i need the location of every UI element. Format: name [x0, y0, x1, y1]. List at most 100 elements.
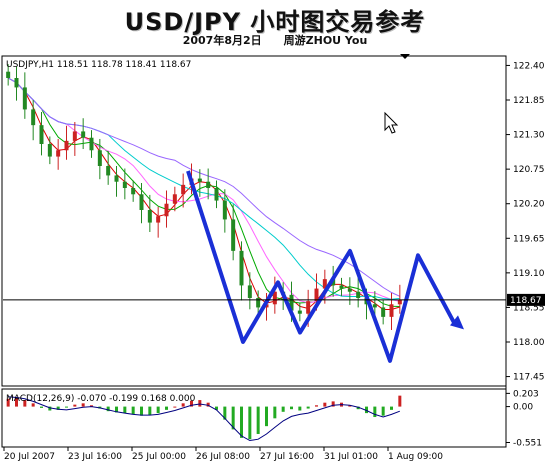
candle: [97, 138, 102, 180]
macd-bar: [40, 406, 43, 408]
forecast-zigzag-line: [186, 170, 457, 363]
macd-bar: [131, 406, 135, 415]
macd-bar: [315, 405, 318, 407]
candle: [131, 180, 136, 202]
chart-title: USD/JPY 小时图交易参考: [124, 8, 426, 36]
macd-bar: [206, 402, 210, 407]
candle: [122, 168, 127, 200]
macd-bar: [81, 403, 85, 407]
moving-average-line: [7, 77, 401, 297]
candle: [22, 72, 27, 119]
macd-bar: [290, 406, 293, 410]
candle: [64, 125, 69, 160]
macd-bar: [140, 406, 143, 416]
macd-bar: [156, 406, 160, 414]
price-tick-label: 121.30: [513, 131, 545, 141]
macd-bar: [390, 406, 393, 410]
candle: [297, 303, 302, 322]
candle: [72, 122, 77, 156]
macd-bar: [223, 406, 227, 420]
macd-bar: [90, 405, 93, 407]
candle: [231, 204, 236, 261]
candle: [197, 169, 202, 197]
macd-bar: [240, 406, 243, 438]
author-label: 周游ZHOU You: [283, 34, 368, 47]
macd-bar: [231, 406, 235, 430]
candle: [247, 272, 252, 310]
price-tick-label: 120.75: [513, 165, 545, 175]
price-tick-label: 122.40: [513, 61, 545, 71]
candle: [389, 292, 394, 331]
candle: [39, 111, 44, 156]
macd-bar: [23, 400, 27, 407]
macd-bar: [356, 406, 360, 410]
x-tick-label: 1 Aug 09:00: [388, 452, 443, 462]
candle: [339, 277, 344, 297]
macd-bar: [215, 406, 218, 410]
candle: [181, 173, 186, 208]
candle: [89, 130, 94, 158]
candle: [356, 276, 361, 308]
x-tick-label: 31 Jul 01:00: [324, 452, 378, 462]
candle: [14, 66, 19, 101]
macd-bar: [48, 406, 52, 411]
macd-bar: [348, 405, 352, 407]
macd-bar: [273, 406, 277, 419]
symbol-info-label: USDJPY,H1 118.51 118.78 118.41 118.67: [6, 60, 191, 70]
candle: [172, 186, 177, 212]
date-label: 2007年8月2日: [182, 34, 262, 47]
macd-bar: [148, 406, 152, 416]
macd-bar: [181, 403, 185, 407]
macd-bar: [323, 402, 327, 407]
candle: [214, 180, 219, 209]
macd-bar: [15, 397, 18, 407]
current-price-label: 118.67: [510, 296, 542, 306]
x-tick-label: 25 Jul 00:00: [132, 452, 186, 462]
candle: [256, 290, 261, 315]
macd-bar: [56, 406, 60, 410]
candle: [381, 299, 386, 325]
price-tick-label: 121.85: [513, 96, 545, 106]
chart-subtitle: 2007年8月2日 周游ZHOU You: [0, 32, 550, 48]
candle: [164, 190, 169, 228]
macd-bar: [165, 406, 168, 410]
candle: [47, 136, 52, 165]
macd-bar: [65, 406, 68, 408]
macd-bar: [198, 400, 202, 407]
price-tick-label: 118.55: [513, 303, 545, 313]
candle: [56, 138, 61, 170]
macd-tick-label: 0.203: [513, 389, 539, 399]
macd-bar: [265, 406, 268, 427]
candle: [272, 276, 277, 314]
price-tick-label: 118.00: [513, 338, 545, 348]
price-tick-label: 117.45: [513, 373, 545, 383]
macd-bar: [373, 406, 377, 418]
macd-bar: [6, 398, 10, 407]
macd-panel: [1, 388, 507, 448]
mouse-cursor-icon: [384, 111, 399, 134]
current-price-box: [507, 293, 545, 306]
macd-info-label: MACD(12,26,9) -0.070 -0.199 0.168 0.000: [6, 394, 196, 404]
macd-bar: [190, 400, 193, 407]
macd-bar: [281, 406, 285, 412]
macd-bar: [106, 406, 110, 412]
candle: [239, 241, 244, 301]
x-tick-label: 23 Jul 16:00: [68, 452, 122, 462]
period-marker-icon: [400, 54, 410, 59]
moving-average-line: [7, 77, 400, 307]
x-tick-label: 20 Jul 2007: [4, 452, 55, 462]
macd-bar: [31, 403, 35, 407]
candle: [322, 269, 327, 304]
macd-bar: [398, 395, 402, 407]
moving-average-line: [7, 77, 400, 304]
x-tick-label: 27 Jul 16:00: [260, 452, 314, 462]
price-tick-label: 119.65: [513, 234, 545, 244]
macd-tick-label: 0.00: [513, 403, 533, 413]
candle: [147, 194, 152, 232]
macd-bar: [73, 404, 77, 407]
candle: [222, 189, 227, 233]
candle: [206, 168, 211, 200]
macd-tick-label: -0.551: [513, 439, 542, 449]
candle: [6, 64, 11, 86]
